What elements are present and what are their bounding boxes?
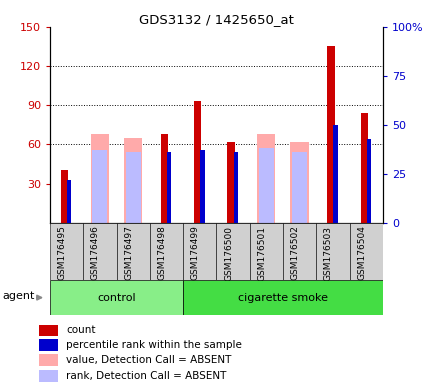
Bar [227,142,234,223]
Text: GSM176495: GSM176495 [58,225,66,280]
Text: GSM176497: GSM176497 [124,225,133,280]
Bar [349,223,382,280]
Text: GSM176504: GSM176504 [356,225,365,280]
Bar [249,223,283,280]
Text: value, Detection Call = ABSENT: value, Detection Call = ABSENT [66,355,231,365]
Text: GSM176496: GSM176496 [91,225,100,280]
Bar [161,134,168,223]
Bar [149,223,183,280]
Bar [283,223,316,280]
Text: percentile rank within the sample: percentile rank within the sample [66,340,241,350]
Bar [292,152,306,223]
Text: rank, Detection Call = ABSENT: rank, Detection Call = ABSENT [66,371,226,381]
Bar [167,152,171,223]
Bar [332,125,337,223]
Bar [200,150,204,223]
Bar [183,280,382,315]
Bar [91,134,109,223]
Bar [290,142,308,223]
Title: GDS3132 / 1425650_at: GDS3132 / 1425650_at [138,13,293,26]
Bar [39,324,58,336]
Bar [258,148,273,223]
Bar [360,113,367,223]
Text: GSM176502: GSM176502 [290,225,299,280]
Bar [50,280,183,315]
Text: cigarette smoke: cigarette smoke [237,293,327,303]
Text: GSM176501: GSM176501 [257,225,266,281]
Bar [183,223,216,280]
Text: GSM176499: GSM176499 [191,225,199,280]
Bar [366,139,370,223]
Text: GSM176500: GSM176500 [224,225,233,281]
Text: GSM176498: GSM176498 [157,225,166,280]
Bar [92,150,107,223]
Bar [326,46,334,223]
Bar [216,223,249,280]
Bar [194,101,201,223]
Bar [50,223,83,280]
Bar [256,134,275,223]
Bar [83,223,116,280]
Text: control: control [97,293,135,303]
Text: agent: agent [3,291,35,301]
Bar [125,152,140,223]
Text: GSM176503: GSM176503 [323,225,332,281]
Bar [39,370,58,382]
Bar [116,223,149,280]
Bar [39,339,58,351]
Bar [67,180,71,223]
Bar [316,223,349,280]
Bar [233,152,237,223]
Text: count: count [66,326,95,336]
Bar [61,170,68,223]
Bar [124,138,142,223]
Bar [39,354,58,366]
